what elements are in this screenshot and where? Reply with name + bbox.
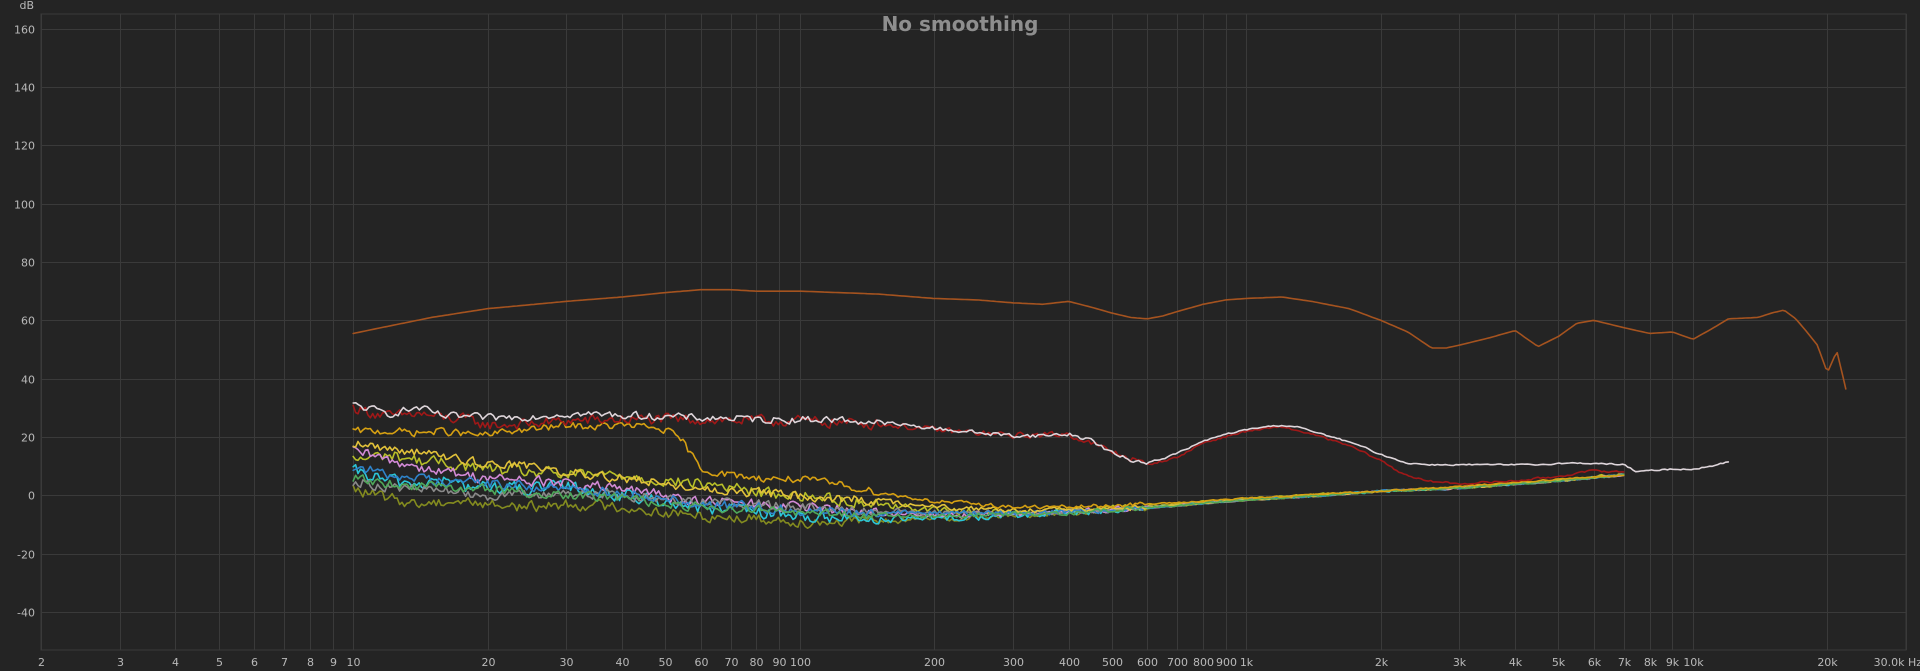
x-tick-label: 20: [482, 656, 496, 669]
x-tick-label: 9k: [1666, 656, 1680, 669]
x-tick-label: 800: [1193, 656, 1214, 669]
x-tick-label: 50: [659, 656, 673, 669]
x-tick-label: 600: [1137, 656, 1158, 669]
x-tick-label: 6k: [1588, 656, 1602, 669]
y-unit-label: dB: [19, 0, 34, 12]
series-line: [352, 402, 1730, 473]
x-tick-label: 8: [307, 656, 314, 669]
series-lines: [352, 288, 1847, 529]
y-tick-label: -20: [17, 549, 35, 562]
x-tick-label: 4k: [1509, 656, 1523, 669]
x-tick-label: 9: [330, 656, 337, 669]
y-tick-label: 20: [21, 432, 35, 445]
x-tick-label: 400: [1059, 656, 1080, 669]
x-unit-label: Hz: [1908, 656, 1920, 669]
x-tick-label: 70: [725, 656, 739, 669]
x-tick-label: 60: [695, 656, 709, 669]
x-tick-label: 5: [216, 656, 223, 669]
x-tick-label: 900: [1216, 656, 1237, 669]
y-axis-ticks: 160 140 120 100 80 60 40 20 0 -20 -40: [14, 24, 35, 620]
x-tick-label: 8k: [1644, 656, 1658, 669]
y-tick-label: 140: [14, 82, 35, 95]
series-line: [352, 473, 1625, 520]
x-tick-label: 2k: [1375, 656, 1389, 669]
x-tick-label: 7k: [1618, 656, 1632, 669]
x-tick-label: 500: [1102, 656, 1123, 669]
x-tick-label: 100: [790, 656, 811, 669]
x-tick-label: 30: [560, 656, 574, 669]
x-tick-label: 2: [38, 656, 45, 669]
series-line: [352, 288, 1847, 390]
y-tick-label: 0: [28, 490, 35, 503]
x-tick-label: 30.0k: [1874, 656, 1905, 669]
x-tick-label: 3k: [1453, 656, 1467, 669]
x-tick-label: 1k: [1240, 656, 1254, 669]
y-tick-label: 100: [14, 199, 35, 212]
y-tick-label: 120: [14, 140, 35, 153]
y-tick-label: 60: [21, 315, 35, 328]
x-tick-label: 90: [773, 656, 787, 669]
x-tick-label: 700: [1167, 656, 1188, 669]
x-tick-label: 40: [616, 656, 630, 669]
x-tick-label: 6: [251, 656, 258, 669]
y-tick-label: -40: [17, 607, 35, 620]
x-tick-label: 10k: [1683, 656, 1704, 669]
x-tick-label: 10: [347, 656, 361, 669]
x-tick-label: 80: [750, 656, 764, 669]
x-tick-label: 20k: [1817, 656, 1838, 669]
chart-title: No smoothing: [882, 12, 1039, 36]
x-tick-label: 7: [281, 656, 288, 669]
x-tick-label: 4: [172, 656, 179, 669]
series-line: [352, 404, 1625, 486]
y-tick-label: 80: [21, 257, 35, 270]
x-tick-label: 200: [924, 656, 945, 669]
y-tick-label: 160: [14, 24, 35, 37]
x-tick-label: 3: [117, 656, 124, 669]
x-axis-ticks: 2 3 4 5 6 7 8 9 10 20 30 40 50 60 70 80 90 100 200 300 400 50…: [38, 656, 1905, 669]
x-tick-label: 5k: [1552, 656, 1566, 669]
y-tick-label: 40: [21, 374, 35, 387]
x-tick-label: 300: [1003, 656, 1024, 669]
